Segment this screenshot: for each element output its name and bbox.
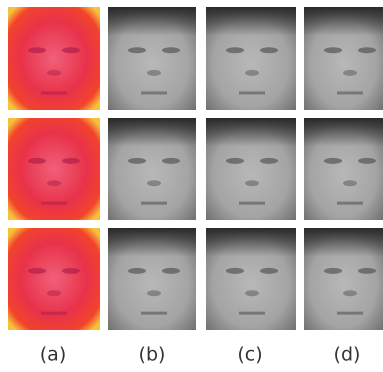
eye <box>128 158 146 164</box>
mouth <box>239 202 265 205</box>
eye <box>62 47 80 53</box>
nose <box>147 290 161 296</box>
nose <box>343 180 357 186</box>
face-image <box>304 7 383 110</box>
nose <box>147 180 161 186</box>
eye <box>28 268 46 274</box>
eye <box>226 268 244 274</box>
mouth <box>337 312 363 315</box>
column-label: (b) <box>139 344 166 366</box>
mouth <box>239 312 265 315</box>
hair <box>206 228 296 257</box>
face-image <box>108 118 196 220</box>
face-image <box>206 228 296 330</box>
nose <box>343 70 357 76</box>
hair <box>304 228 383 257</box>
figure: (a) (b) (c) (d) <box>0 0 383 372</box>
hair <box>304 118 383 147</box>
image-background <box>8 228 100 330</box>
eye <box>28 47 46 53</box>
mouth <box>337 91 363 94</box>
nose <box>47 70 61 76</box>
nose <box>47 290 61 296</box>
mouth <box>239 91 265 94</box>
image-background <box>8 118 100 220</box>
eye <box>358 47 376 53</box>
nose <box>245 70 259 76</box>
hair <box>108 228 196 257</box>
face-image <box>304 118 383 220</box>
face-image <box>8 228 100 330</box>
mouth <box>141 202 167 205</box>
eye <box>260 158 278 164</box>
mouth <box>41 312 67 315</box>
image-background <box>8 7 100 110</box>
eye <box>128 268 146 274</box>
eye <box>324 47 342 53</box>
mouth <box>337 202 363 205</box>
face-image <box>304 228 383 330</box>
eye <box>358 158 376 164</box>
mouth <box>41 202 67 205</box>
hair <box>206 7 296 36</box>
mouth <box>141 91 167 94</box>
eye <box>260 47 278 53</box>
hair <box>108 118 196 147</box>
eye <box>162 47 180 53</box>
mouth <box>41 91 67 94</box>
nose <box>47 180 61 186</box>
eye <box>128 47 146 53</box>
eye <box>324 268 342 274</box>
hair <box>108 7 196 36</box>
eye <box>358 268 376 274</box>
eye <box>226 158 244 164</box>
column-label: (a) <box>40 344 66 366</box>
eye <box>162 158 180 164</box>
mouth <box>141 312 167 315</box>
face-image <box>206 7 296 110</box>
column-label: (c) <box>237 344 262 366</box>
hair <box>304 7 383 36</box>
nose <box>343 290 357 296</box>
face-image <box>8 118 100 220</box>
eye <box>226 47 244 53</box>
eye <box>324 158 342 164</box>
face-image <box>206 118 296 220</box>
nose <box>147 70 161 76</box>
nose <box>245 180 259 186</box>
eye <box>62 268 80 274</box>
eye <box>28 158 46 164</box>
eye <box>260 268 278 274</box>
hair <box>206 118 296 147</box>
eye <box>62 158 80 164</box>
column-label: (d) <box>334 344 361 366</box>
face-image <box>108 228 196 330</box>
face-image <box>108 7 196 110</box>
image-grid <box>8 7 383 330</box>
nose <box>245 290 259 296</box>
eye <box>162 268 180 274</box>
face-image <box>8 7 100 110</box>
